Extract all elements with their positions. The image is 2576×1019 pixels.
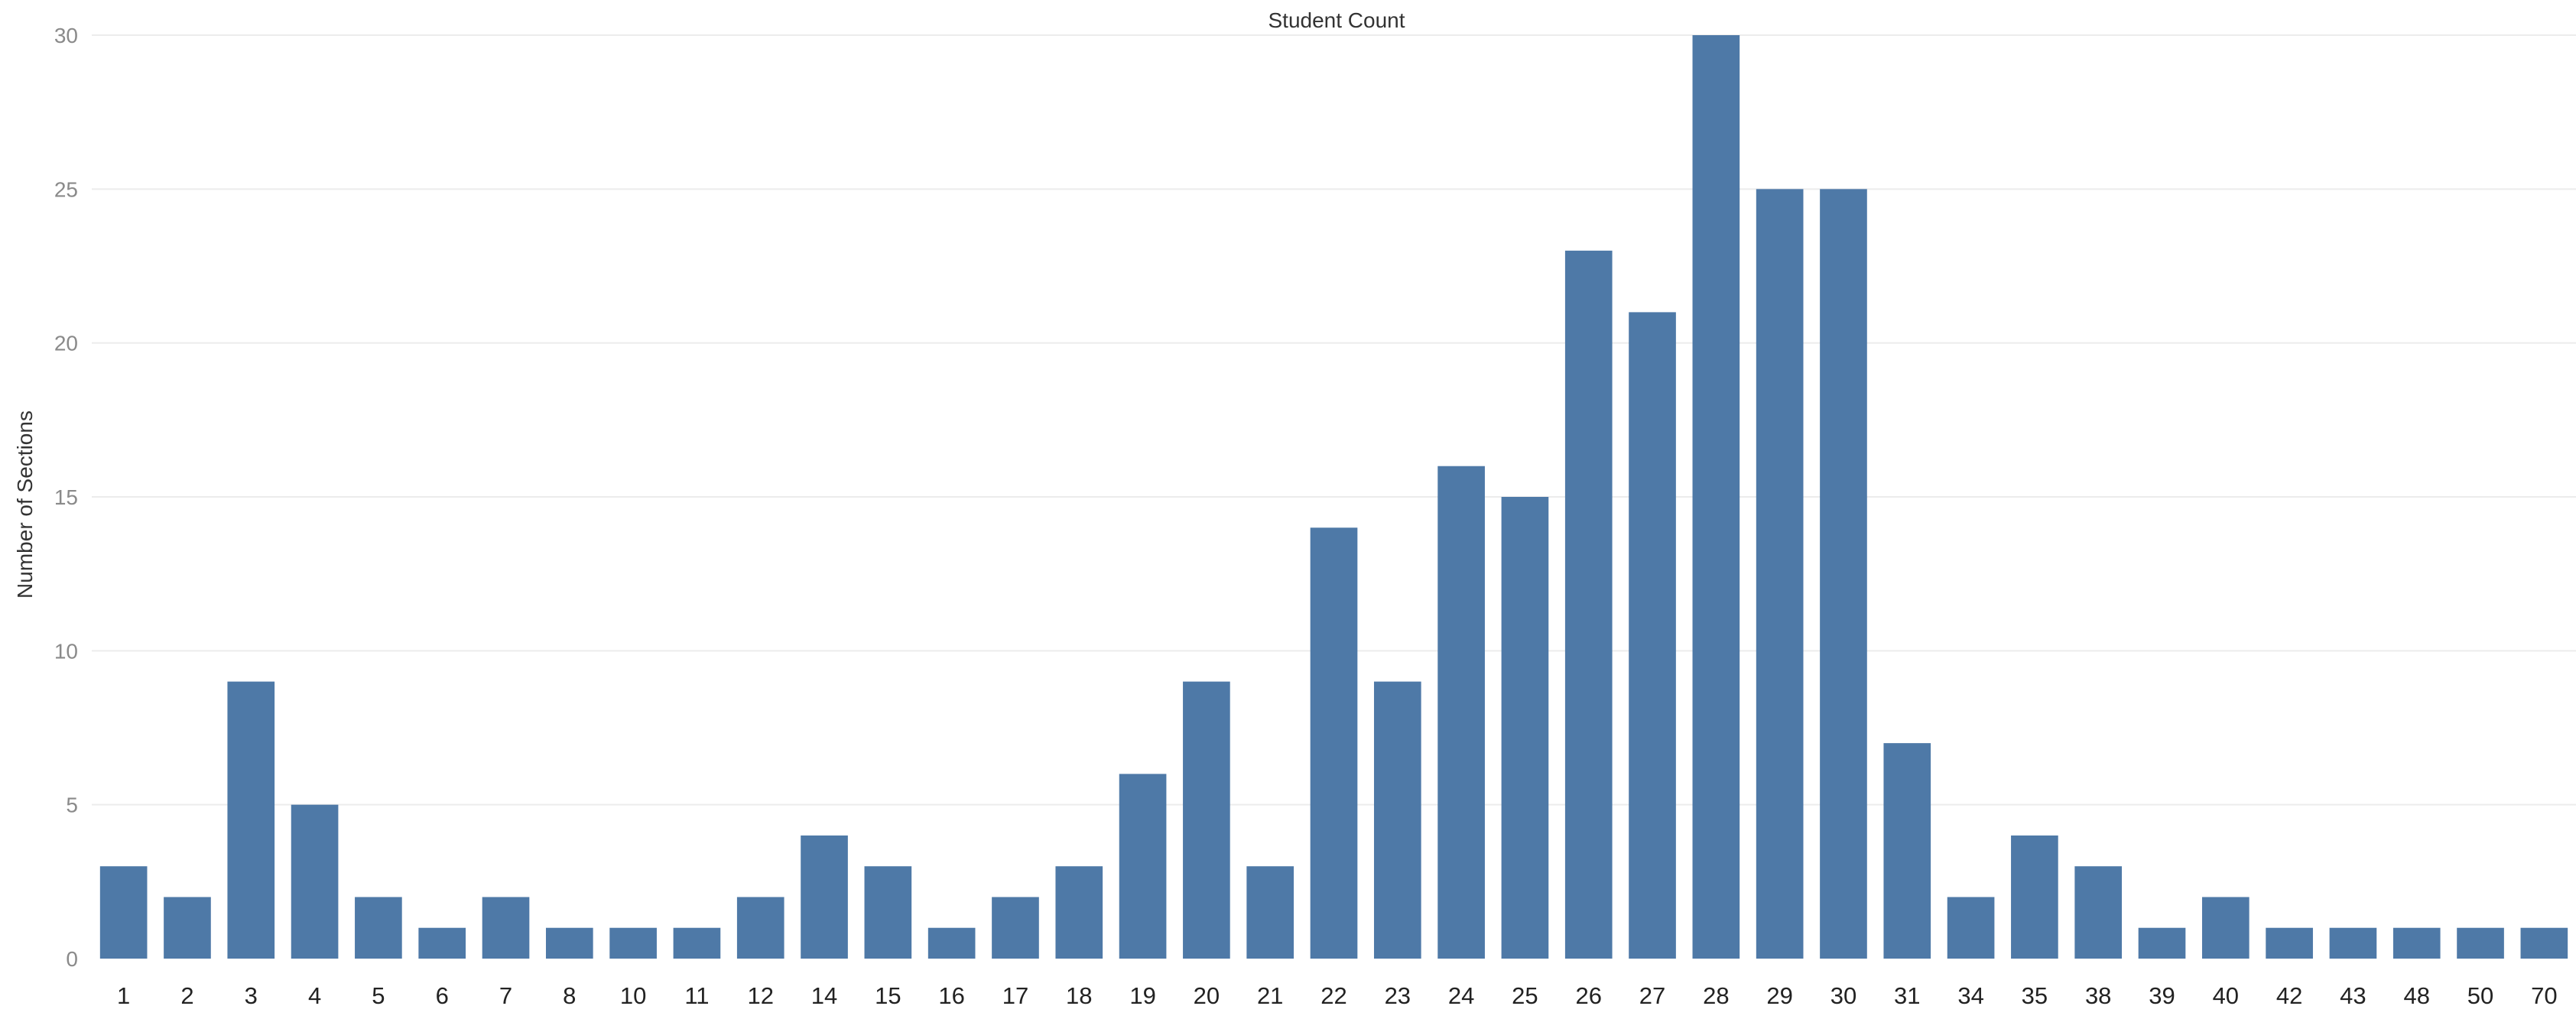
bar[interactable] [2392, 927, 2441, 959]
bar[interactable] [2138, 927, 2186, 959]
y-tick-label: 5 [66, 793, 78, 817]
bar[interactable] [2011, 835, 2058, 959]
bar[interactable] [864, 866, 912, 959]
x-tick-label: 11 [684, 982, 709, 1009]
bar[interactable] [2074, 866, 2123, 959]
bar[interactable] [1756, 189, 1804, 959]
x-tick-label: 8 [563, 982, 576, 1009]
x-tick-label: 35 [2022, 982, 2048, 1009]
bar[interactable] [801, 835, 848, 959]
x-tick-label: 20 [1194, 982, 1220, 1009]
y-axis-ticks: 0 5 10 15 20 25 30 [54, 24, 78, 971]
bar[interactable] [1629, 312, 1676, 959]
bar[interactable] [673, 927, 721, 959]
y-axis-label: Number of Sections [13, 411, 37, 599]
bar[interactable] [2329, 927, 2377, 959]
x-tick-label: 40 [2213, 982, 2239, 1009]
x-tick-label: 39 [2149, 982, 2175, 1009]
bar[interactable] [1692, 35, 1740, 959]
x-tick-label: 38 [2085, 982, 2111, 1009]
x-tick-label: 1 [117, 982, 130, 1009]
bar[interactable] [99, 866, 148, 959]
bar[interactable] [1820, 189, 1867, 959]
x-tick-label: 17 [1002, 982, 1028, 1009]
bar[interactable] [736, 897, 784, 959]
bar[interactable] [2266, 927, 2313, 959]
x-tick-label: 6 [436, 982, 449, 1009]
gridlines [92, 34, 2576, 806]
bar[interactable] [1437, 466, 1485, 959]
x-tick-label: 2 [180, 982, 193, 1009]
x-tick-label: 43 [2340, 982, 2366, 1009]
x-tick-label: 12 [747, 982, 773, 1009]
bar[interactable] [992, 897, 1039, 959]
x-tick-label: 29 [1766, 982, 1792, 1009]
bar[interactable] [2201, 897, 2250, 959]
bar[interactable] [291, 804, 339, 959]
bar[interactable] [545, 927, 593, 959]
bar[interactable] [1119, 774, 1167, 959]
bar[interactable] [482, 897, 530, 959]
y-tick-label: 30 [54, 24, 78, 47]
y-tick-label: 15 [54, 485, 78, 509]
x-tick-label: 25 [1512, 982, 1538, 1009]
bar[interactable] [609, 927, 657, 959]
x-axis-ticks: 1 2 3 4 5 6 7 8 10 11 12 14 15 16 17 18 19 20 21 22 23 24 25 26… [117, 982, 2558, 1009]
x-tick-label: 7 [499, 982, 512, 1009]
y-tick-label: 25 [54, 177, 78, 201]
x-tick-label: 26 [1575, 982, 1601, 1009]
x-tick-label: 48 [2403, 982, 2429, 1009]
x-tick-label: 22 [1320, 982, 1346, 1009]
bar[interactable] [1501, 497, 1549, 959]
x-tick-label: 24 [1448, 982, 1474, 1009]
bar[interactable] [227, 681, 275, 959]
y-tick-label: 0 [66, 947, 78, 971]
x-tick-label: 70 [2531, 982, 2557, 1009]
x-tick-label: 15 [875, 982, 901, 1009]
bar[interactable] [1183, 681, 1230, 959]
chart-title: Student Count [1268, 8, 1405, 32]
x-tick-label: 50 [2467, 982, 2493, 1009]
x-tick-label: 18 [1066, 982, 1092, 1009]
x-tick-label: 19 [1129, 982, 1155, 1009]
bars [99, 35, 2568, 959]
x-tick-label: 27 [1639, 982, 1665, 1009]
x-tick-label: 34 [1957, 982, 1983, 1009]
x-tick-label: 21 [1257, 982, 1283, 1009]
bar[interactable] [1246, 866, 1294, 959]
x-tick-label: 14 [811, 982, 837, 1009]
bar[interactable] [1947, 897, 1995, 959]
bar[interactable] [1564, 250, 1613, 959]
x-tick-label: 4 [308, 982, 321, 1009]
x-tick-label: 10 [620, 982, 646, 1009]
bar[interactable] [1310, 527, 1358, 959]
bar[interactable] [1883, 743, 1931, 959]
x-tick-label: 16 [938, 982, 964, 1009]
bar[interactable] [927, 927, 976, 959]
bar[interactable] [1373, 681, 1421, 959]
bar[interactable] [2520, 927, 2568, 959]
x-tick-label: 5 [372, 982, 385, 1009]
y-tick-label: 20 [54, 332, 78, 355]
x-tick-label: 23 [1385, 982, 1411, 1009]
bar[interactable] [164, 897, 211, 959]
x-tick-label: 28 [1703, 982, 1729, 1009]
x-tick-label: 30 [1830, 982, 1856, 1009]
x-tick-label: 3 [245, 982, 258, 1009]
x-tick-label: 42 [2276, 982, 2302, 1009]
bar[interactable] [355, 897, 402, 959]
bar[interactable] [1055, 866, 1103, 959]
bar[interactable] [2457, 927, 2504, 959]
bar[interactable] [418, 927, 466, 959]
y-tick-label: 10 [54, 639, 78, 663]
x-tick-label: 31 [1894, 982, 1920, 1009]
